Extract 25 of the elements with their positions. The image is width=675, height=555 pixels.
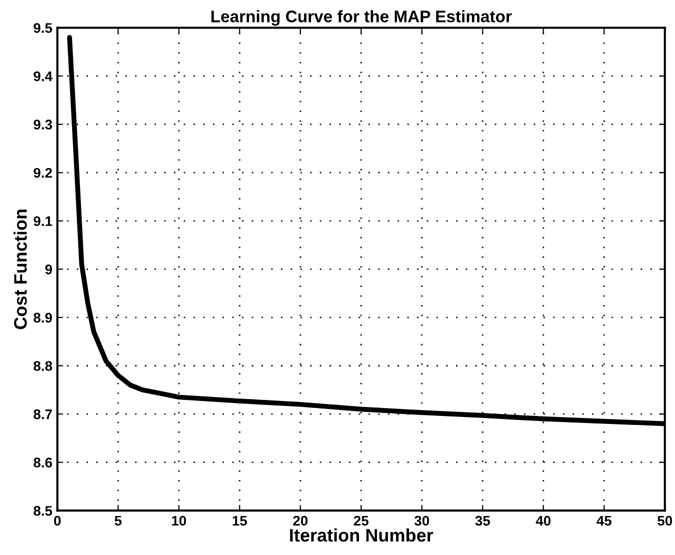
x-tick-label: 10	[172, 516, 186, 526]
x-tick-label: 20	[293, 516, 308, 526]
y-tick-label: 9.1	[34, 216, 52, 226]
y-tick-label: 8.8	[34, 361, 52, 371]
x-tick-label: 30	[414, 516, 430, 526]
x-tick-label: 40	[536, 516, 551, 526]
chart-title: Learning Curve for the MAP Estimator	[211, 10, 512, 26]
y-tick-label: 8.9	[34, 312, 52, 323]
x-axis-title: Iteration Number	[290, 528, 434, 542]
x-tick-label: 5	[114, 516, 122, 526]
x-tick-label: 50	[658, 516, 672, 526]
y-tick-label: 9	[45, 264, 52, 274]
x-tick-label: 0	[54, 516, 61, 526]
y-tick-label: 9.4	[34, 71, 52, 82]
y-axis-title: Cost Function	[14, 210, 27, 330]
y-tick-label: 9.5	[34, 23, 52, 33]
y-tick-label: 9.3	[34, 120, 52, 130]
y-tick-label: 8.7	[34, 409, 52, 420]
y-tick-label: 8.5	[34, 506, 52, 516]
y-tick-label: 9.2	[34, 168, 52, 178]
x-tick-label: 45	[596, 516, 612, 526]
y-tick-label: 8.6	[34, 458, 52, 468]
x-tick-label: 15	[232, 516, 247, 526]
x-tick-label: 35	[475, 516, 490, 526]
x-tick-label: 25	[354, 516, 368, 526]
